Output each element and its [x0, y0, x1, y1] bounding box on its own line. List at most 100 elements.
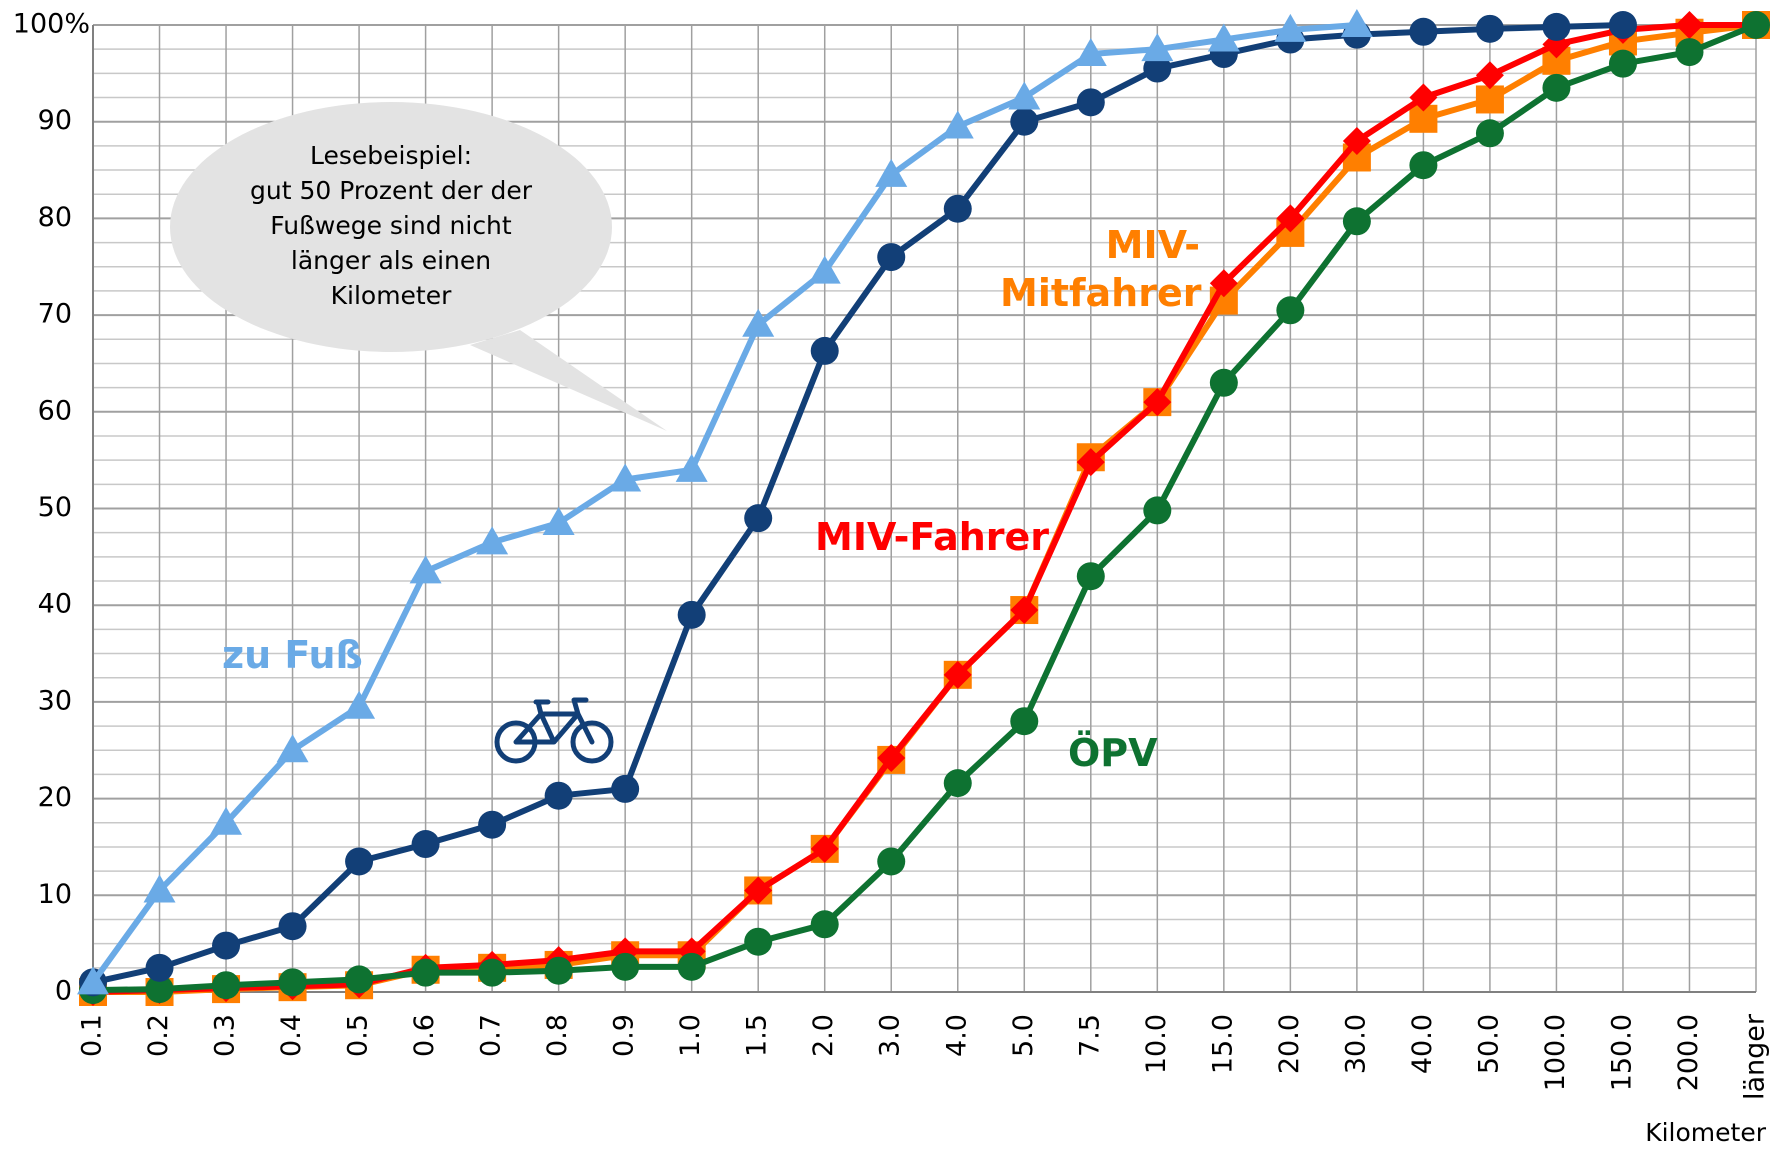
callout-bubble [170, 102, 612, 352]
marker [875, 158, 908, 187]
x-tick-label: 2.0 [808, 1014, 839, 1057]
marker [675, 453, 708, 482]
marker [810, 834, 839, 863]
marker [877, 847, 906, 876]
x-tick-label: 0.4 [276, 1014, 307, 1057]
y-tick-label: 80 [38, 202, 72, 233]
marker [810, 910, 839, 939]
marker [943, 194, 972, 223]
x-tick-label: länger [1740, 1013, 1771, 1100]
series-label: ÖPV [1068, 731, 1158, 775]
marker [943, 660, 972, 689]
grid [92, 24, 1757, 993]
marker [343, 690, 376, 719]
x-tick-label: 0.9 [609, 1014, 640, 1057]
y-tick-label: 60 [38, 395, 72, 426]
marker [1076, 88, 1105, 117]
marker [409, 555, 442, 584]
x-axis-label: Kilometer [1645, 1118, 1766, 1147]
marker [1409, 151, 1438, 180]
y-tick-label: 10 [38, 879, 72, 910]
marker [677, 952, 706, 981]
marker [212, 971, 241, 1000]
series-label: MIV-Mitfahrer [1000, 223, 1202, 315]
bicycle-icon [494, 697, 614, 764]
marker [542, 507, 575, 536]
marker [1742, 11, 1770, 39]
marker [1675, 11, 1704, 39]
marker [544, 956, 573, 985]
y-tick-label: 50 [38, 492, 72, 523]
x-tick-label: 0.5 [343, 1014, 374, 1057]
marker [1010, 596, 1039, 625]
marker [941, 110, 974, 139]
marker [609, 463, 642, 492]
marker [1608, 49, 1637, 78]
marker [276, 734, 309, 763]
x-tick-label: 7.5 [1074, 1014, 1105, 1057]
marker [877, 743, 906, 772]
marker [1409, 17, 1438, 46]
marker [1276, 296, 1305, 325]
marker [345, 847, 374, 876]
x-tick-label: 5.0 [1008, 1014, 1039, 1057]
marker [1475, 119, 1504, 148]
marker [1475, 14, 1504, 43]
x-tick-label: 100.0 [1540, 1014, 1571, 1091]
marker [1010, 707, 1039, 736]
marker [744, 504, 773, 533]
x-tick-label: 0.1 [77, 1014, 108, 1057]
marker [411, 830, 440, 859]
marker [478, 810, 507, 839]
callout-line: Lesebeispiel: [310, 141, 472, 170]
marker [943, 769, 972, 798]
marker [1207, 23, 1240, 52]
callout-text: Lesebeispiel: gut 50 Prozent der der Fußwe… [250, 141, 533, 310]
x-tick-label: 1.5 [742, 1014, 773, 1057]
y-tick-label: 70 [38, 299, 72, 330]
marker [808, 255, 841, 284]
x-tick-label: 4.0 [941, 1014, 972, 1057]
marker [744, 927, 773, 956]
y-tick-label: 0 [55, 976, 72, 1007]
x-tick-label: 20.0 [1274, 1014, 1305, 1074]
marker [1143, 388, 1172, 417]
marker [478, 958, 507, 987]
marker [544, 781, 573, 810]
marker [810, 336, 839, 365]
x-tick-label: 0.8 [542, 1014, 573, 1057]
y-tick-label: 30 [38, 685, 72, 716]
y-tick-label: 100% [13, 9, 90, 40]
marker [145, 953, 174, 982]
marker [1143, 54, 1172, 83]
marker [1209, 269, 1238, 298]
marker [1342, 127, 1371, 156]
marker [1276, 204, 1305, 233]
x-tick-label: 0.2 [143, 1014, 174, 1057]
marker [1475, 61, 1504, 90]
marker [278, 968, 307, 997]
callout [170, 102, 667, 431]
marker [411, 958, 440, 987]
x-tick-label: 0.7 [476, 1014, 507, 1057]
marker [1342, 207, 1371, 236]
marker [212, 931, 241, 960]
marker [145, 975, 174, 1004]
y-tick-label: 40 [38, 589, 72, 620]
marker [1010, 107, 1039, 136]
marker [1608, 11, 1637, 39]
x-tick-label: 10.0 [1141, 1014, 1172, 1074]
callout-line: gut 50 Prozent der der [250, 176, 533, 205]
callout-line: länger als einen [291, 246, 491, 275]
marker [143, 874, 176, 903]
x-tick-label: 1.0 [675, 1014, 706, 1057]
series [77, 9, 1770, 1006]
series-line [90, 22, 1358, 985]
x-tick-label: 150.0 [1606, 1014, 1637, 1091]
marker [278, 912, 307, 941]
marker [77, 966, 109, 995]
marker [1409, 83, 1438, 112]
marker [1340, 9, 1373, 37]
